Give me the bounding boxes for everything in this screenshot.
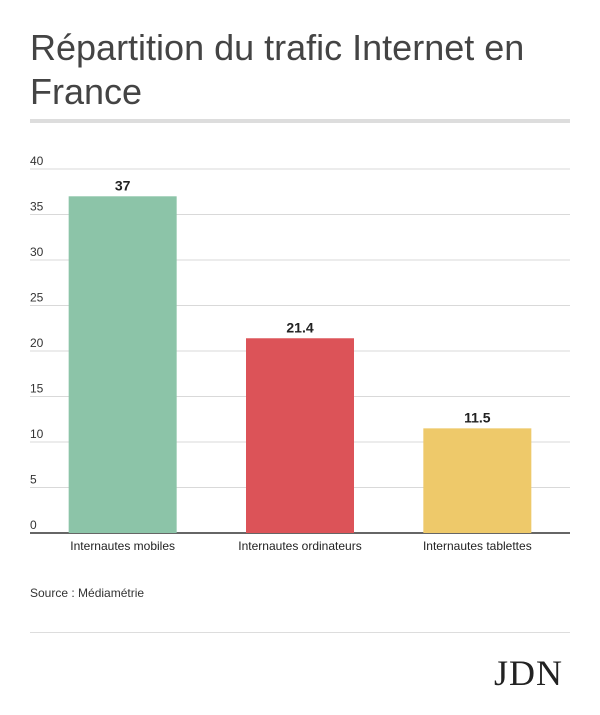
y-tick-label: 30 <box>30 245 44 259</box>
y-tick-label: 15 <box>30 382 44 396</box>
jdn-logo: JDN <box>494 653 564 693</box>
data-label: 37 <box>115 177 131 193</box>
x-tick-label: Internautes tablettes <box>423 539 532 553</box>
y-tick-label: 25 <box>30 291 44 305</box>
y-tick-label: 0 <box>30 518 37 532</box>
y-tick-label: 35 <box>30 200 44 214</box>
bar <box>423 428 532 533</box>
source-note: Source : Médiamétrie <box>30 586 145 600</box>
bar <box>246 338 354 533</box>
y-tick-label: 5 <box>30 473 37 487</box>
data-label: 21.4 <box>286 319 313 335</box>
y-tick-label: 20 <box>30 336 44 350</box>
x-tick-label: Internautes ordinateurs <box>238 539 361 553</box>
chart-title: Répartition du trafic Internet en France <box>30 27 525 112</box>
bar <box>68 196 177 534</box>
data-label: 11.5 <box>464 409 491 425</box>
title-divider <box>30 119 570 123</box>
footer-divider <box>30 632 570 633</box>
y-tick-label: 40 <box>30 154 44 168</box>
y-tick-label: 10 <box>30 427 44 441</box>
x-tick-label: Internautes mobiles <box>70 539 175 553</box>
bar-chart: 0 5 10 15 20 25 30 35 40 37 Internautes mobiles 21.… <box>30 154 570 553</box>
